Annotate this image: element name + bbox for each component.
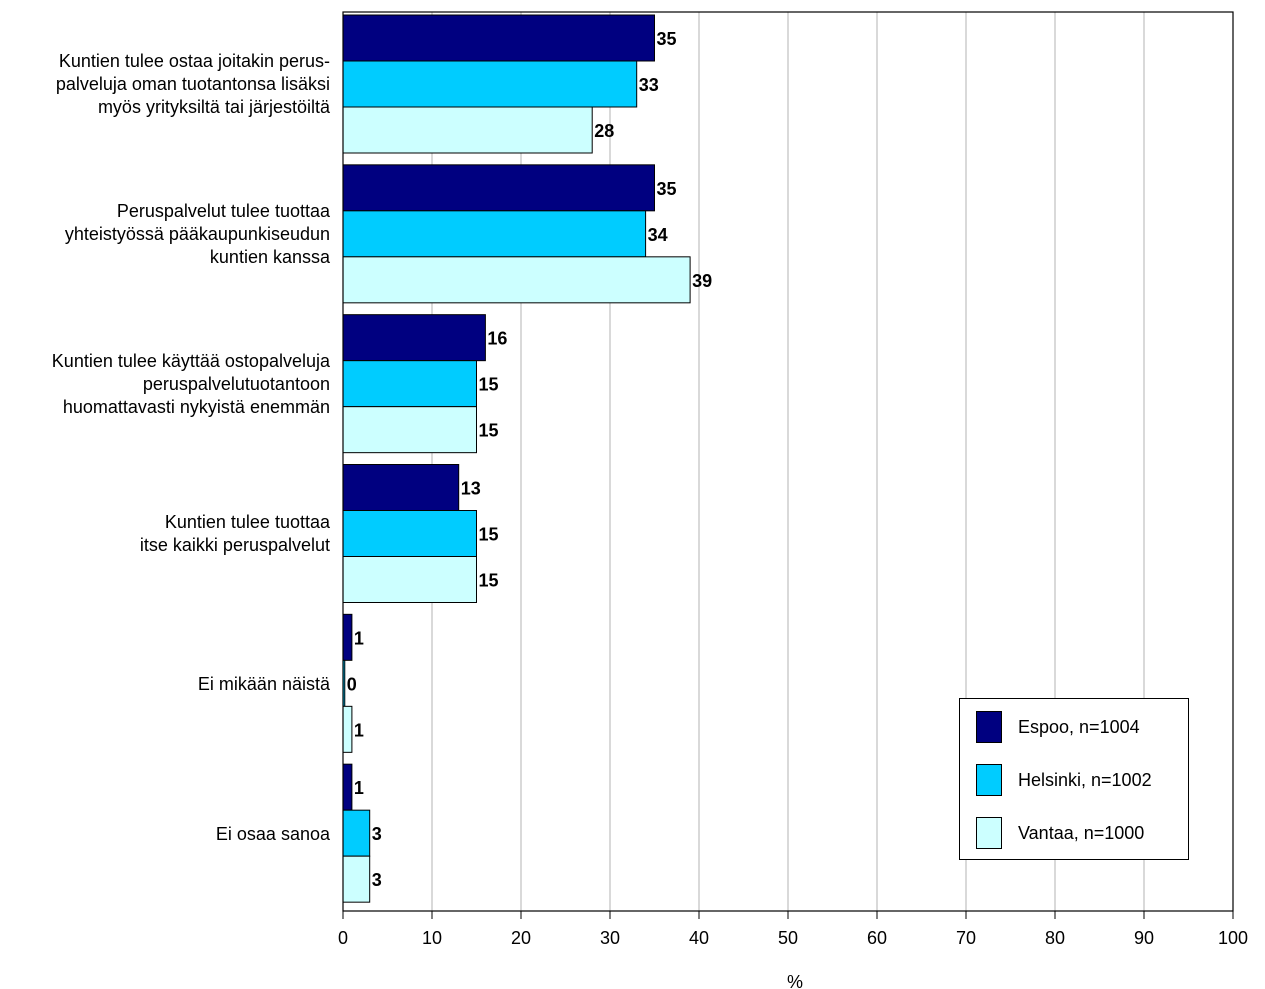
legend: Espoo, n=1004 Helsinki, n=1002 Vantaa, n… bbox=[959, 698, 1189, 860]
legend-swatch-espoo bbox=[976, 711, 1002, 743]
value-label-5-1: 3 bbox=[372, 824, 382, 844]
bar-1-0 bbox=[342, 164, 655, 212]
value-label-2-1: 15 bbox=[479, 375, 499, 395]
bar-4-2 bbox=[342, 705, 353, 753]
category-label-0: Kuntien tulee ostaa joitakin perus- palv… bbox=[55, 51, 330, 118]
category-label-3: Kuntien tulee tuottaa itse kaikki perusp… bbox=[139, 512, 330, 556]
bar-5-1 bbox=[342, 809, 371, 857]
tick-label-100: 100 bbox=[1218, 928, 1248, 948]
tick-label-50: 50 bbox=[778, 928, 798, 948]
legend-item-vantaa: Vantaa, n=1000 bbox=[976, 816, 1144, 850]
bar-2-1 bbox=[342, 360, 477, 408]
bar-2-0 bbox=[342, 314, 486, 362]
legend-item-helsinki: Helsinki, n=1002 bbox=[976, 763, 1152, 797]
tick-label-60: 60 bbox=[867, 928, 887, 948]
bar-2-2 bbox=[342, 406, 477, 454]
value-label-0-0: 35 bbox=[657, 29, 677, 49]
category-label-5: Ei osaa sanoa bbox=[215, 823, 330, 844]
bar-1-1 bbox=[342, 210, 647, 258]
x-axis-title: % bbox=[787, 972, 803, 989]
tick-label-80: 80 bbox=[1045, 928, 1065, 948]
legend-item-espoo: Espoo, n=1004 bbox=[976, 710, 1140, 744]
value-label-2-0: 16 bbox=[487, 329, 507, 349]
tick-label-0: 0 bbox=[338, 928, 348, 948]
bar-4-0 bbox=[342, 613, 353, 661]
value-label-2-2: 15 bbox=[479, 421, 499, 441]
value-label-3-0: 13 bbox=[461, 479, 481, 499]
value-label-1-0: 35 bbox=[657, 179, 677, 199]
legend-label-helsinki: Helsinki, n=1002 bbox=[1018, 769, 1152, 790]
tick-label-40: 40 bbox=[689, 928, 709, 948]
value-label-3-1: 15 bbox=[479, 525, 499, 545]
bar-0-2 bbox=[342, 106, 593, 154]
bar-3-0 bbox=[342, 464, 460, 511]
tick-label-30: 30 bbox=[600, 928, 620, 948]
bar-5-0 bbox=[342, 763, 353, 811]
tick-label-10: 10 bbox=[422, 928, 442, 948]
tick-label-70: 70 bbox=[956, 928, 976, 948]
category-label-4: Ei mikään näistä bbox=[197, 673, 330, 694]
value-label-5-2: 3 bbox=[372, 870, 382, 890]
value-label-0-2: 28 bbox=[594, 121, 614, 141]
value-label-1-1: 34 bbox=[648, 225, 668, 245]
value-label-3-2: 15 bbox=[479, 571, 499, 591]
legend-swatch-vantaa bbox=[976, 817, 1002, 849]
bar-5-2 bbox=[342, 855, 371, 903]
legend-label-espoo: Espoo, n=1004 bbox=[1018, 716, 1140, 737]
category-label-2: Kuntien tulee käyttää ostopalveluja peru… bbox=[51, 351, 330, 418]
bar-3-1 bbox=[342, 510, 477, 557]
bars bbox=[342, 14, 691, 903]
bar-3-2 bbox=[342, 556, 477, 603]
value-label-4-0: 1 bbox=[354, 628, 364, 648]
bar-1-2 bbox=[342, 256, 691, 304]
value-label-1-2: 39 bbox=[692, 271, 712, 291]
legend-label-vantaa: Vantaa, n=1000 bbox=[1018, 822, 1145, 843]
bar-0-0 bbox=[342, 14, 655, 62]
tick-label-90: 90 bbox=[1134, 928, 1154, 948]
value-label-4-2: 1 bbox=[354, 720, 364, 740]
tick-label-20: 20 bbox=[511, 928, 531, 948]
value-label-4-1: 0 bbox=[347, 674, 357, 694]
legend-swatch-helsinki bbox=[976, 764, 1002, 796]
category-label-1: Peruspalvelut tulee tuottaa yhteistyössä… bbox=[64, 201, 330, 268]
x-axis-ticks: 0 10 20 30 40 50 60 70 80 90 100 bbox=[338, 911, 1248, 948]
value-label-5-0: 1 bbox=[354, 778, 364, 798]
value-label-0-1: 33 bbox=[639, 75, 659, 95]
bar-0-1 bbox=[342, 60, 638, 108]
